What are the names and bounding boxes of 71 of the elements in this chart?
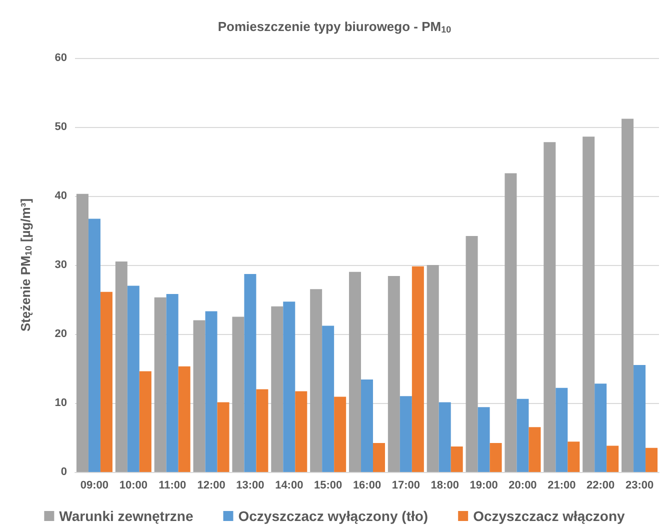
bar [361,380,373,472]
bar [295,391,308,472]
x-tick-label: 20:00 [508,480,537,492]
bar [634,365,646,472]
bar [154,297,166,472]
y-axis-title: Stężenie PM10 [µg/m³] [18,198,34,332]
bar [568,442,580,472]
bar [606,446,619,472]
y-tick-label: 10 [54,397,67,409]
x-tick-label: 21:00 [548,480,576,492]
x-tick-label: 22:00 [586,480,615,492]
bar [139,371,152,472]
x-tick-label: 13:00 [236,480,264,492]
bar [544,142,556,472]
x-tick-label: 16:00 [352,480,382,492]
bar [127,286,140,472]
bar [400,396,412,472]
bar [178,366,190,472]
y-tick-label: 60 [54,52,67,64]
bar [217,402,230,472]
bar [466,236,478,472]
y-tick-label: 50 [54,121,67,133]
x-tick-label: 10:00 [119,480,148,492]
y-tick-label: 40 [54,190,67,202]
bar [271,306,284,472]
x-tick-label: 12:00 [197,480,226,492]
bar [426,265,439,472]
x-tick-label: 15:00 [314,480,342,492]
bar [283,302,296,472]
legend-label: Warunki zewnętrzne [59,508,194,524]
bar [373,443,385,472]
x-tick-label: 23:00 [625,480,654,492]
bar [88,218,100,472]
bar [193,320,206,472]
bar [166,294,178,472]
x-tick-label: 11:00 [158,480,186,492]
bar [594,384,607,472]
bar [349,272,361,472]
y-tick-label: 30 [54,259,67,271]
y-tick-label: 20 [54,328,67,340]
bar [582,136,595,472]
legend-label: Oczyszczacz wyłączony (tło) [238,508,428,524]
bar [256,389,268,472]
bar [490,443,502,472]
bar [76,194,88,472]
bar [450,446,463,472]
y-tick-label: 0 [60,466,67,478]
x-tick-label: 09:00 [80,480,109,492]
legend-label: Oczyszczacz włączony [473,508,626,524]
bar [438,402,451,472]
bar [205,311,218,472]
bar [516,398,529,472]
bar [504,173,517,472]
bar [528,427,541,472]
bar [622,118,634,472]
bar [244,274,256,472]
bar [232,316,244,472]
bar [310,289,322,472]
bar [334,396,346,472]
bar [388,276,400,472]
x-tick-label: 18:00 [430,480,459,492]
bar [412,266,424,472]
x-tick-label: 17:00 [392,480,420,492]
bar [322,326,334,472]
x-tick-label: 19:00 [470,480,498,492]
x-tick-label: 14:00 [275,480,304,492]
bar [100,292,112,472]
bar [556,388,568,472]
bar [115,262,128,472]
bar [646,448,658,472]
bar [478,407,490,472]
